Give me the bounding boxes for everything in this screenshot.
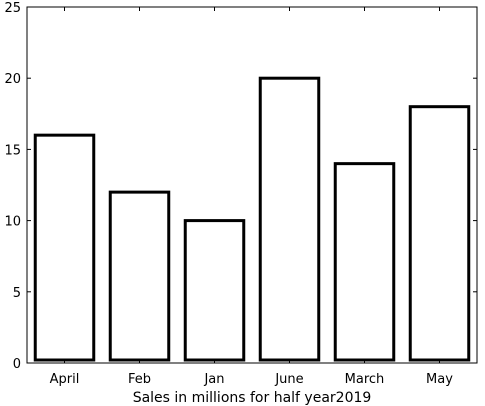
x-tick-label: Jan (203, 372, 224, 387)
plot-frame (26, 6, 478, 364)
bar-march (333, 162, 396, 362)
bar-may (408, 105, 471, 362)
x-tick-label: May (426, 372, 453, 387)
bar-jan (183, 219, 246, 362)
y-axis: 0 5 10 15 20 25 (4, 1, 477, 372)
y-tick-label: 15 (4, 143, 21, 158)
bar-june (258, 76, 321, 362)
bar-feb (108, 190, 171, 362)
y-tick-label: 10 (4, 215, 21, 230)
y-tick-label: 5 (13, 286, 21, 301)
y-tick-label: 0 (13, 357, 21, 372)
x-axis: April Feb Jan June March May (50, 7, 453, 387)
x-tick-label: June (274, 372, 303, 387)
y-tick-label: 20 (4, 72, 21, 87)
x-tick-label: March (345, 372, 385, 387)
y-tick-label: 25 (4, 1, 21, 16)
x-tick-label: April (50, 372, 80, 387)
bar-april (33, 133, 96, 362)
x-axis-label: Sales in millions for half year2019 (133, 390, 372, 406)
x-tick-label: Feb (128, 372, 151, 387)
bars-group (33, 76, 471, 362)
